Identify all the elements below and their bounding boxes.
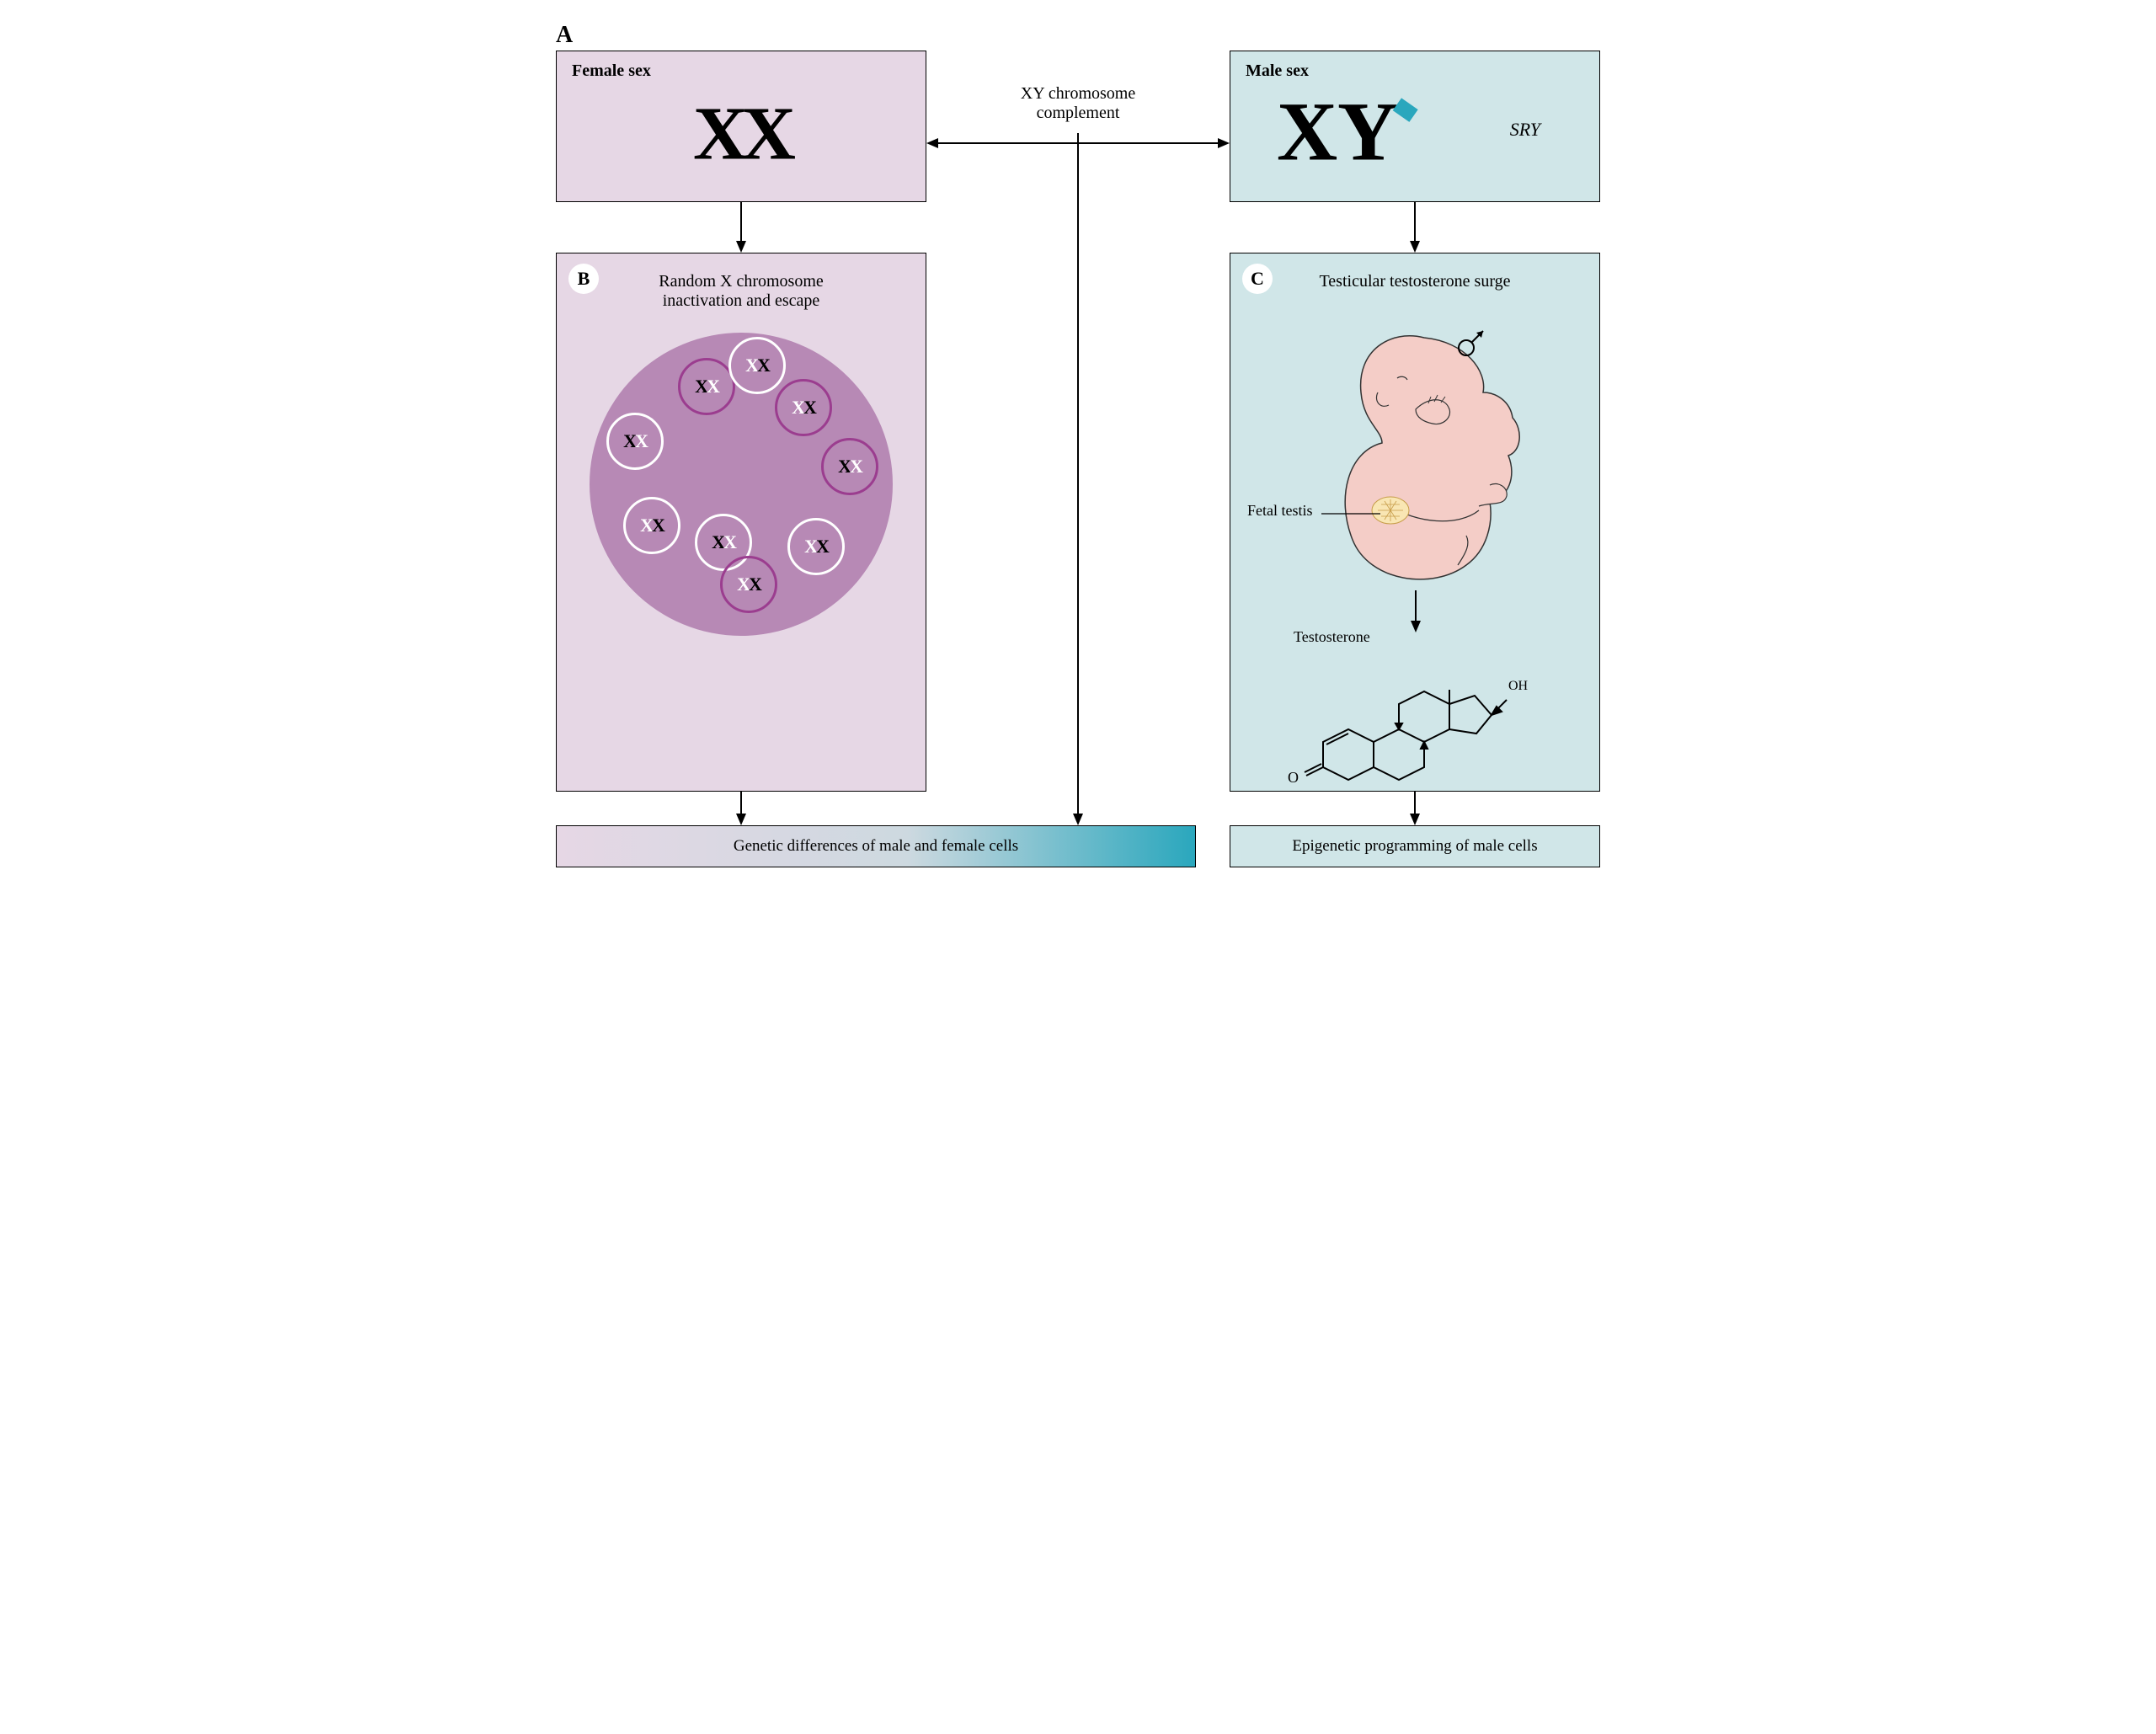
xx-cell: XX xyxy=(728,337,786,394)
cell-x-2: X xyxy=(749,574,760,595)
panel-b-title: Random X chromosome inactivation and esc… xyxy=(557,272,926,311)
cell-x-2: X xyxy=(635,430,647,452)
male-sex-header: Male sex xyxy=(1246,61,1309,81)
panel-a-label: A xyxy=(556,22,573,49)
epigenetic-bar: Epigenetic programming of male cells xyxy=(1230,825,1600,867)
cell-x-1: X xyxy=(640,515,652,536)
female-down-arrow-1 xyxy=(733,202,750,253)
panel-c-box: C Testicular testosterone surge xyxy=(1230,253,1600,792)
female-down-arrow-2 xyxy=(733,792,750,825)
xx-cell: XX xyxy=(775,379,832,436)
xy-chromosome-container: X Y xyxy=(1277,85,1479,182)
oh-label: OH xyxy=(1508,679,1528,694)
testosterone-molecule xyxy=(1289,649,1559,784)
xy-chromosome-svg: X Y xyxy=(1277,85,1479,178)
cell-x-2: X xyxy=(850,456,862,478)
xx-cell: XX xyxy=(720,556,777,613)
xx-cell: XX xyxy=(787,518,845,575)
cell-x-2: X xyxy=(757,355,769,376)
cell-x-1: X xyxy=(623,430,635,452)
xx-cell: XX xyxy=(821,438,878,495)
cell-x-1: X xyxy=(804,536,816,558)
cell-x-2: X xyxy=(723,531,735,553)
fetal-testis-leader xyxy=(1321,508,1380,520)
center-label-line2: complement xyxy=(952,104,1204,123)
cell-x-2: X xyxy=(816,536,828,558)
genetic-differences-text: Genetic differences of male and female c… xyxy=(734,837,1018,856)
cell-x-1: X xyxy=(695,376,707,397)
svg-text:X: X xyxy=(1277,85,1337,178)
panel-c-title: Testicular testosterone surge xyxy=(1230,272,1599,291)
xx-cell: XX xyxy=(606,413,664,470)
cell-x-1: X xyxy=(737,574,749,595)
sry-label: SRY xyxy=(1510,119,1540,141)
male-down-arrow-1 xyxy=(1406,202,1423,253)
center-vertical-arrow xyxy=(1070,133,1086,828)
epigenetic-text: Epigenetic programming of male cells xyxy=(1292,837,1537,856)
fetal-testis-label: Fetal testis xyxy=(1247,502,1313,520)
o-atom-label: O xyxy=(1288,769,1299,787)
cell-x-2: X xyxy=(707,376,718,397)
cell-x-1: X xyxy=(712,531,723,553)
cell-x-1: X xyxy=(792,397,803,419)
xx-letters: XX xyxy=(693,92,789,175)
female-sex-header: Female sex xyxy=(572,61,651,81)
cell-x-1: X xyxy=(838,456,850,478)
male-down-arrow-2 xyxy=(1406,792,1423,825)
cell-x-1: X xyxy=(745,355,757,376)
testosterone-label: Testosterone xyxy=(1294,628,1370,646)
panel-b-title-line1: Random X chromosome xyxy=(557,272,926,291)
female-sex-box: Female sex XX xyxy=(556,51,926,202)
cell-x-2: X xyxy=(803,397,815,419)
figure-root: A Female sex XX Male sex X Y SRY XY chro… xyxy=(539,17,1617,884)
cell-x-2: X xyxy=(652,515,664,536)
svg-text:Y: Y xyxy=(1337,85,1398,178)
center-label: XY chromosome complement xyxy=(952,84,1204,123)
fetus-icon xyxy=(1298,312,1542,590)
panel-b-title-line2: inactivation and escape xyxy=(557,291,926,311)
xx-cell: XX xyxy=(678,358,735,415)
male-sex-box: Male sex X Y SRY xyxy=(1230,51,1600,202)
genetic-differences-bar: Genetic differences of male and female c… xyxy=(556,825,1196,867)
center-label-line1: XY chromosome xyxy=(952,84,1204,104)
xx-chromosome-text: XX xyxy=(693,90,789,177)
xx-cell: XX xyxy=(623,497,680,554)
fetus-to-testosterone-arrow xyxy=(1407,590,1424,632)
